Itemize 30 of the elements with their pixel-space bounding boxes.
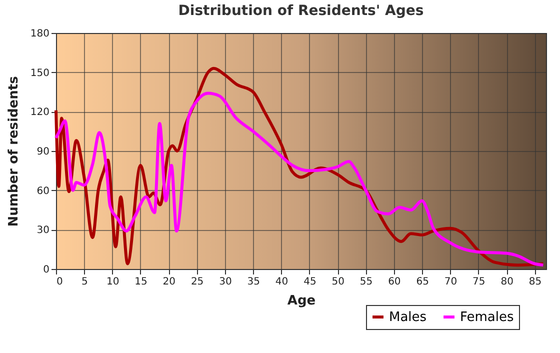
x-tick-label: 60 (388, 276, 401, 288)
x-tick-label: 40 (275, 276, 288, 288)
chart-title: Distribution of Residents' Ages (178, 3, 424, 19)
x-tick-label: 70 (444, 276, 458, 288)
y-tick-label: 180 (30, 28, 50, 40)
x-tick-label: 50 (332, 276, 344, 288)
legend-label: Males (389, 310, 427, 325)
x-tick-label: 80 (500, 276, 514, 288)
y-tick-label: 30 (36, 225, 50, 236)
x-axis-title: Age (287, 294, 316, 308)
x-tick-label: 85 (528, 276, 542, 288)
x-tick-label: 20 (162, 276, 176, 288)
x-tick-label: 75 (472, 276, 486, 288)
legend-label: Females (460, 310, 514, 325)
x-tick-label: 30 (219, 276, 232, 288)
y-tick-label: 150 (30, 68, 50, 79)
y-axis-title: Number of residents (6, 76, 22, 227)
y-tick-label: 60 (36, 186, 50, 197)
x-tick-label: 5 (81, 276, 88, 288)
x-tick-label: 15 (134, 276, 148, 288)
x-tick-label: 55 (360, 276, 373, 288)
x-tick-label: 35 (247, 276, 260, 288)
y-tick-label: 120 (30, 107, 50, 118)
x-tick-label: 0 (56, 276, 63, 288)
x-tick-label: 65 (416, 276, 429, 288)
y-tick-label: 0 (43, 264, 50, 276)
x-tick-label: 25 (190, 276, 204, 288)
x-tick-label: 45 (304, 276, 316, 288)
x-tick-label: 10 (106, 276, 120, 288)
y-tick-label: 90 (36, 146, 50, 158)
